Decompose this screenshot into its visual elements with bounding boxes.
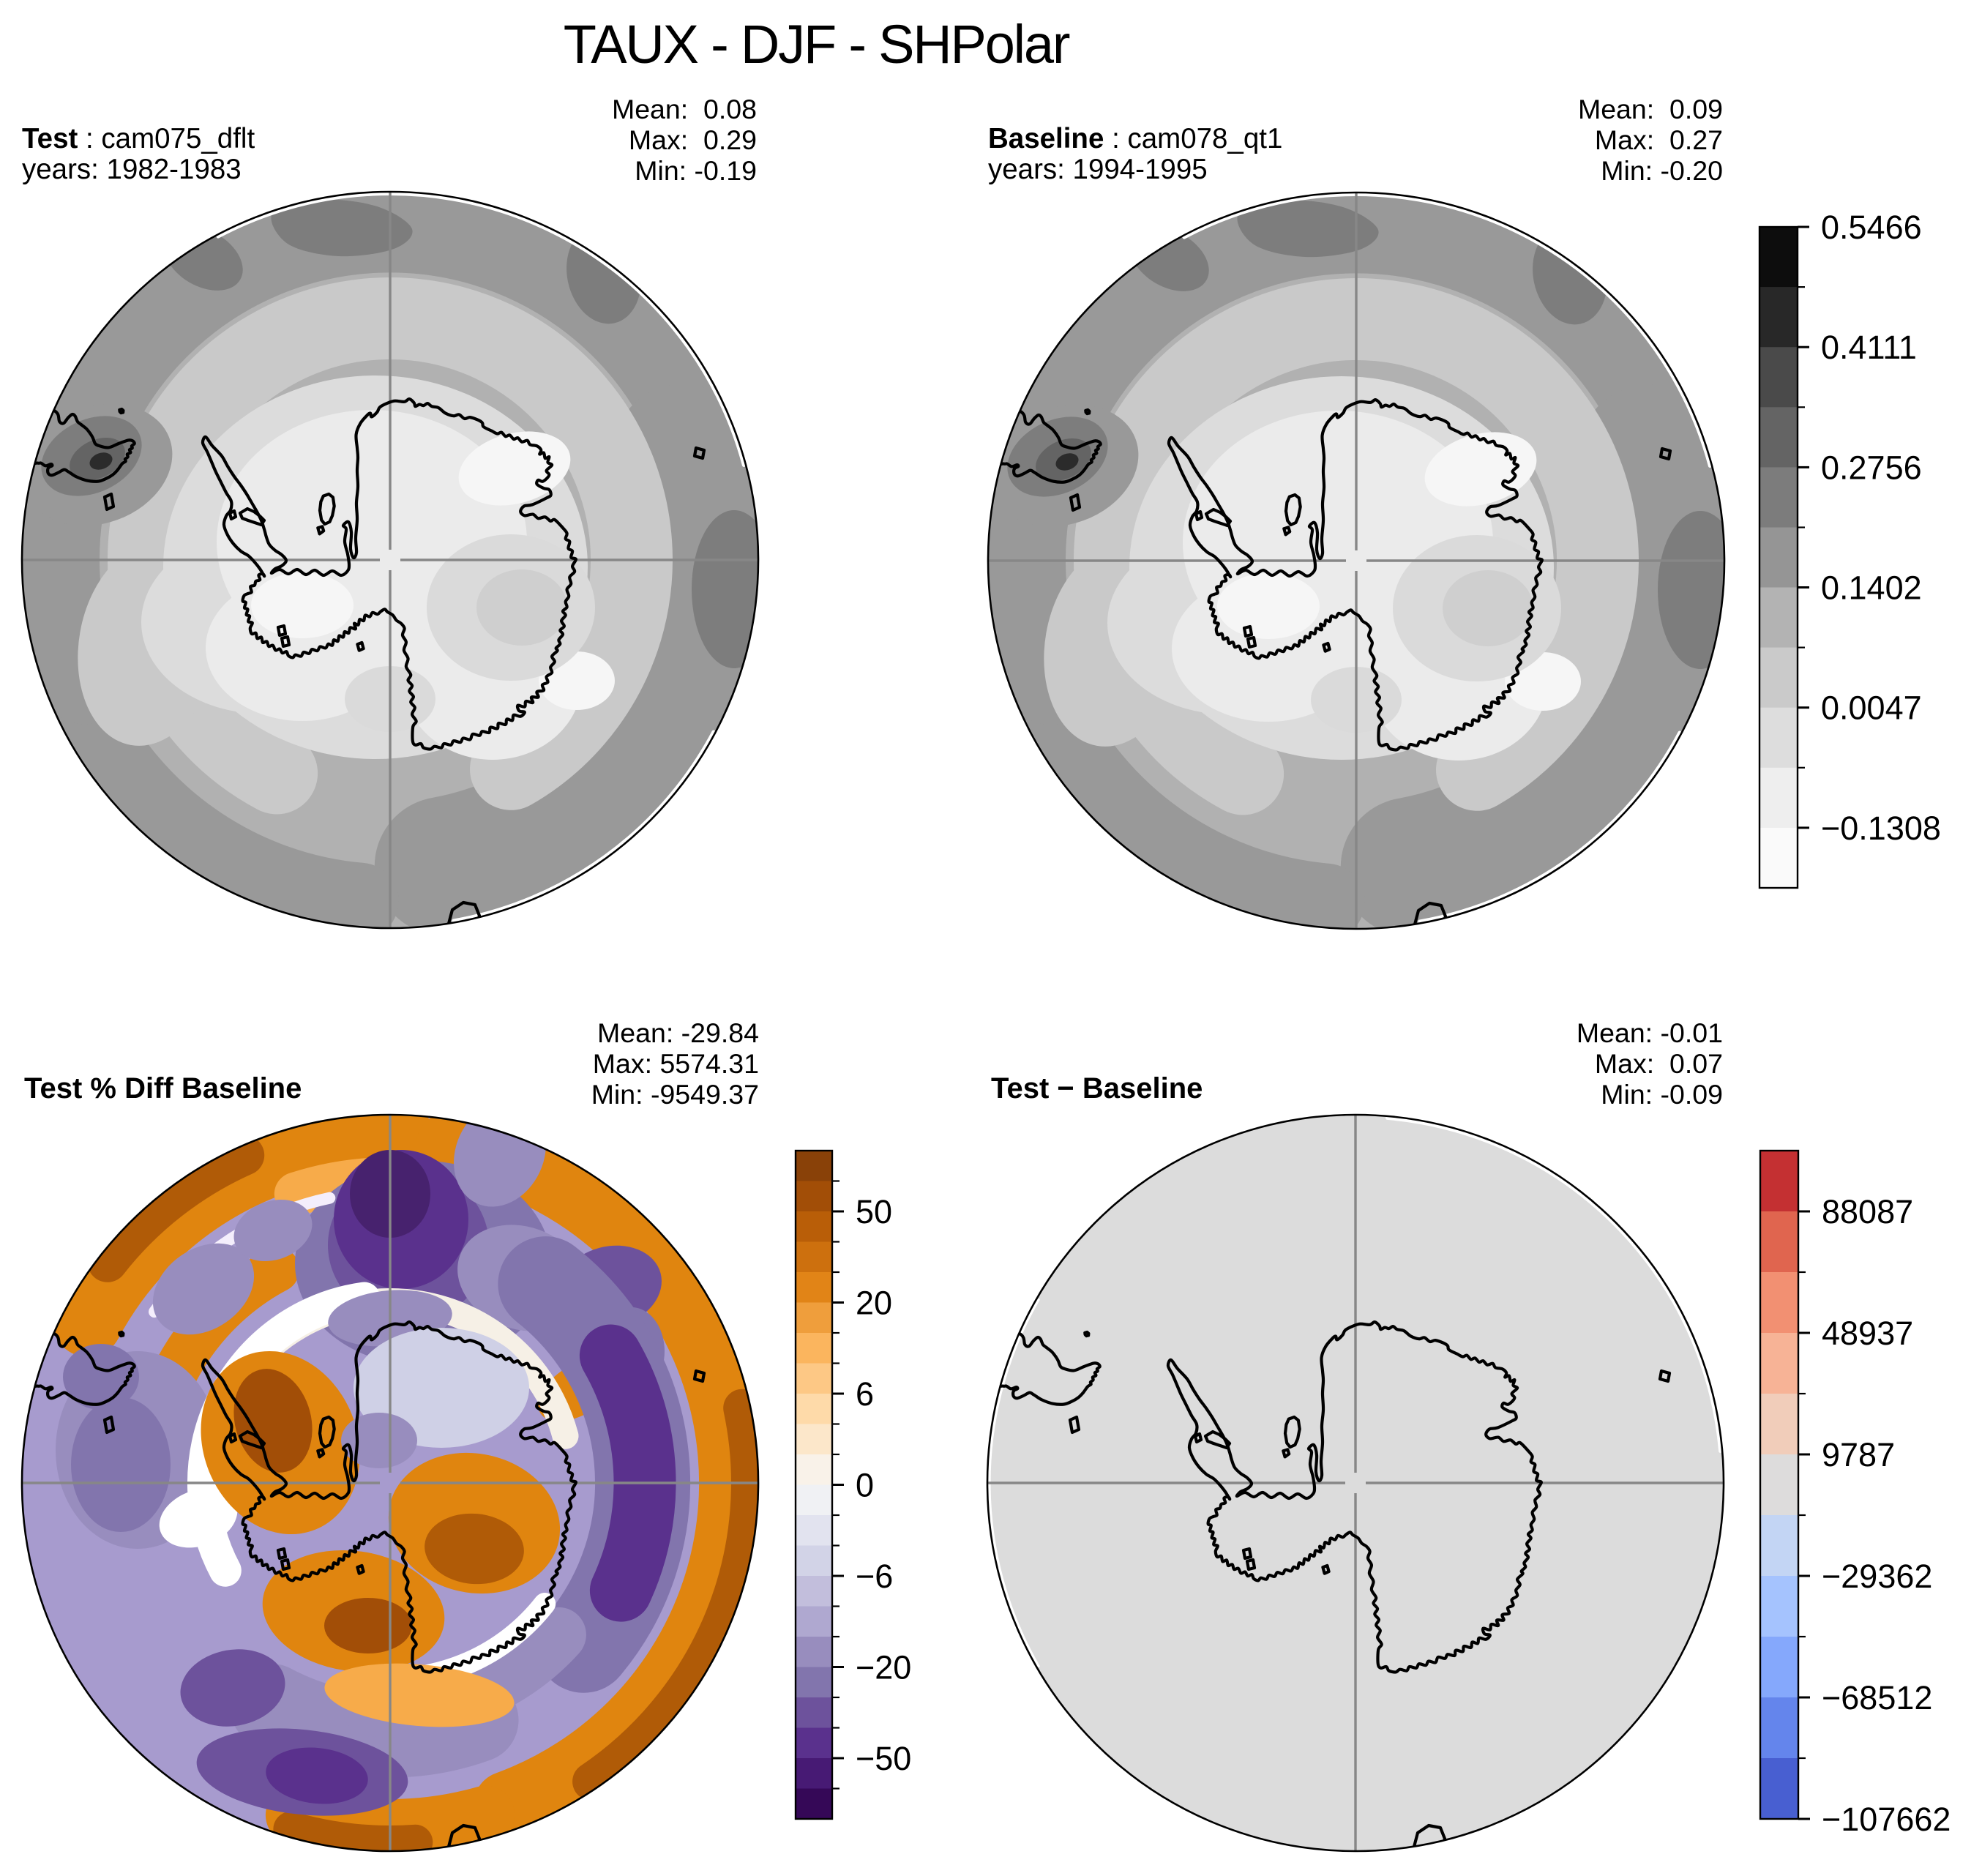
svg-text:Mean: -29.84: Mean: -29.84 bbox=[597, 1017, 759, 1048]
svg-text:Mean: -0.01: Mean: -0.01 bbox=[1577, 1017, 1723, 1048]
svg-text:Test % Diff Baseline: Test % Diff Baseline bbox=[24, 1072, 302, 1105]
svg-text:48937: 48937 bbox=[1822, 1315, 1913, 1352]
svg-text:−50: −50 bbox=[856, 1740, 911, 1777]
svg-text:years: 1982-1983: years: 1982-1983 bbox=[22, 154, 242, 185]
svg-text:Max: 5574.31: Max: 5574.31 bbox=[593, 1048, 759, 1079]
svg-text:Max: 0.27: Max: 0.27 bbox=[1595, 124, 1723, 155]
svg-text:−0.1308: −0.1308 bbox=[1821, 810, 1941, 847]
svg-text:−68512: −68512 bbox=[1822, 1679, 1932, 1716]
svg-text:Mean: 0.09: Mean: 0.09 bbox=[1578, 94, 1723, 124]
svg-text:−6: −6 bbox=[856, 1558, 893, 1595]
svg-text:Max: 0.07: Max: 0.07 bbox=[1595, 1048, 1723, 1079]
svg-text:years: 1994-1995: years: 1994-1995 bbox=[988, 154, 1208, 185]
svg-text:−20: −20 bbox=[856, 1649, 911, 1686]
svg-text:Min: -0.09: Min: -0.09 bbox=[1601, 1079, 1723, 1110]
svg-text:0.0047: 0.0047 bbox=[1821, 690, 1922, 727]
svg-text:−29362: −29362 bbox=[1822, 1558, 1932, 1595]
svg-text:0: 0 bbox=[856, 1467, 874, 1504]
svg-text:88087: 88087 bbox=[1822, 1193, 1913, 1230]
svg-text:20: 20 bbox=[856, 1285, 892, 1322]
svg-text:Mean: 0.08: Mean: 0.08 bbox=[612, 94, 757, 124]
svg-text:Baseline : cam078_qt1: Baseline : cam078_qt1 bbox=[988, 123, 1282, 154]
svg-text:TAUX - DJF - SHPolar: TAUX - DJF - SHPolar bbox=[564, 14, 1070, 75]
svg-text:6: 6 bbox=[856, 1375, 874, 1413]
svg-text:−107662: −107662 bbox=[1822, 1801, 1951, 1838]
svg-text:0.1402: 0.1402 bbox=[1821, 569, 1922, 607]
svg-text:0.2756: 0.2756 bbox=[1821, 449, 1922, 486]
svg-text:Test − Baseline: Test − Baseline bbox=[991, 1072, 1203, 1105]
svg-text:Max: 0.29: Max: 0.29 bbox=[629, 124, 757, 155]
svg-text:Min: -9549.37: Min: -9549.37 bbox=[591, 1079, 759, 1110]
svg-text:Test : cam075_dflt: Test : cam075_dflt bbox=[22, 123, 255, 154]
svg-text:Min: -0.19: Min: -0.19 bbox=[635, 155, 757, 186]
svg-text:50: 50 bbox=[856, 1193, 892, 1230]
svg-text:9787: 9787 bbox=[1822, 1436, 1895, 1473]
svg-text:Min: -0.20: Min: -0.20 bbox=[1601, 155, 1723, 186]
svg-text:0.4111: 0.4111 bbox=[1821, 329, 1917, 366]
svg-text:0.5466: 0.5466 bbox=[1821, 209, 1922, 246]
